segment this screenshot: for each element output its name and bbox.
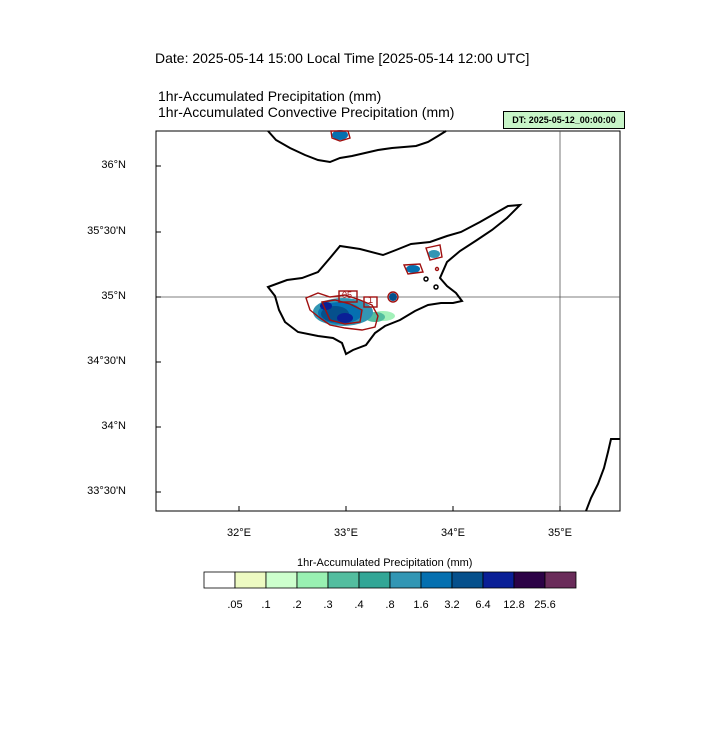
map-frame — [155, 130, 621, 512]
colorbar-label: 1.6 — [413, 599, 429, 611]
lon-label: 35°E — [548, 527, 572, 539]
colorbar-label: 3.2 — [444, 599, 460, 611]
levant-coastline — [585, 438, 620, 512]
colorbar-swatch — [544, 571, 577, 589]
convective-contours — [305, 130, 443, 331]
colorbar-label: 6.4 — [475, 599, 491, 611]
lon-label: 33°E — [334, 527, 358, 539]
colorbar-swatch — [327, 571, 360, 589]
colorbar-title: 1hr-Accumulated Precipitation (mm) — [297, 557, 473, 569]
lon-label: 34°E — [441, 527, 465, 539]
lon-label: 32°E — [227, 527, 251, 539]
turkey-coastline — [267, 130, 447, 164]
lat-label: 33°30'N — [87, 485, 126, 497]
lat-label: 34°N — [101, 420, 126, 432]
colorbar-swatch — [389, 571, 422, 589]
colorbar-swatch — [358, 571, 391, 589]
colorbar-swatch — [420, 571, 453, 589]
date-title: Date: 2025-05-14 15:00 Local Time [2025-… — [155, 50, 530, 66]
colorbar-swatch — [513, 571, 546, 589]
lat-label: 35°N — [101, 290, 126, 302]
colorbar-label: .1 — [261, 599, 271, 611]
colorbar-label: 25.6 — [534, 599, 556, 611]
colorbar-label: .8 — [385, 599, 395, 611]
colorbar-label: .05 — [227, 599, 243, 611]
island-dot — [433, 284, 439, 290]
colorbar-label: 12.8 — [503, 599, 525, 611]
convective-precipitation-title: 1hr-Accumulated Convective Precipitation… — [158, 104, 455, 120]
lat-label: 36°N — [101, 159, 126, 171]
colorbar-swatch — [451, 571, 484, 589]
colorbar — [203, 571, 577, 589]
precipitation-title: 1hr-Accumulated Precipitation (mm) — [158, 88, 382, 104]
colorbar-label: .2 — [292, 599, 302, 611]
island-dot — [423, 276, 429, 282]
dt-badge: DT: 2025-05-12_00:00:00 — [503, 111, 625, 129]
colorbar-swatch — [203, 571, 236, 589]
contour-label: 1 — [368, 295, 373, 305]
colorbar-swatch — [482, 571, 515, 589]
lon-ticks — [238, 506, 561, 511]
contour-label: 05 — [342, 290, 352, 300]
colorbar-swatch — [296, 571, 329, 589]
colorbar-swatch — [234, 571, 267, 589]
colorbar-label: .3 — [323, 599, 333, 611]
colorbar-label: .4 — [354, 599, 364, 611]
lat-label: 35°30'N — [87, 225, 126, 237]
lat-ticks — [156, 165, 161, 493]
cyprus-coastline — [266, 203, 523, 356]
colorbar-swatch — [265, 571, 298, 589]
lat-label: 34°30'N — [87, 355, 126, 367]
